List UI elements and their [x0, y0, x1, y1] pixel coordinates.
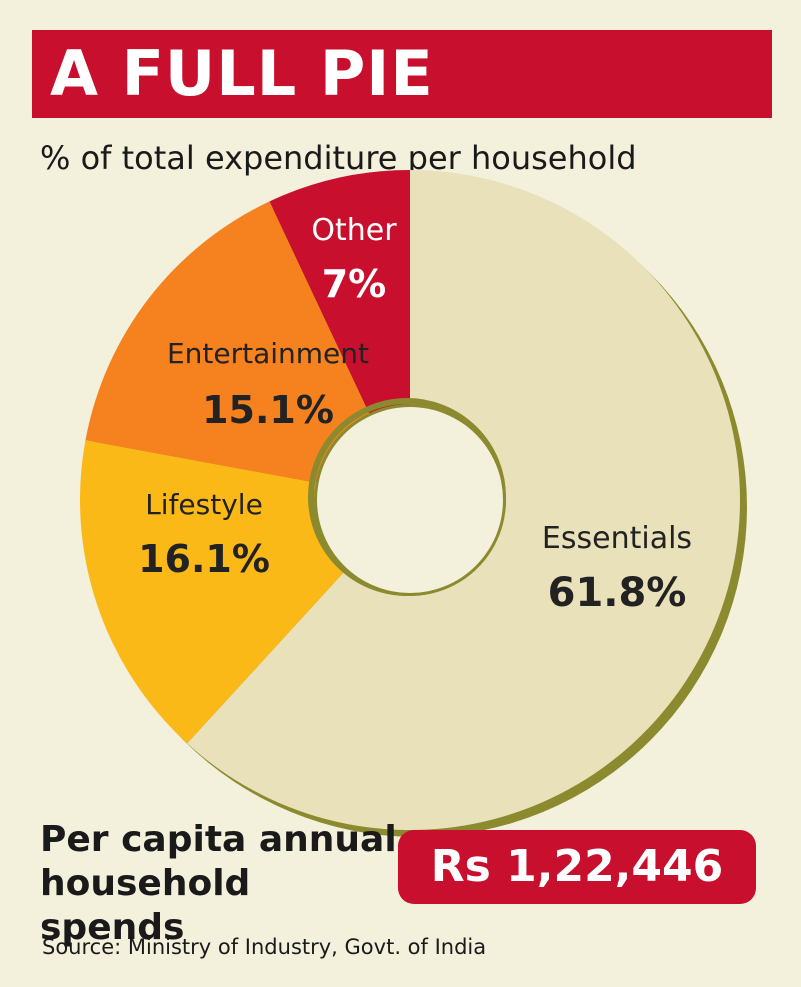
slice-value-other: 7%	[322, 262, 387, 306]
slice-essentials	[187, 170, 741, 830]
slice-label-other: Other	[311, 213, 397, 248]
donut-hole-edge	[308, 398, 506, 596]
per-capita-value-box: Rs 1,22,446	[398, 830, 756, 904]
slice-label-essentials: Essentials	[542, 521, 692, 556]
title-banner: A FULL PIE	[32, 30, 772, 118]
source-note: Source: Ministry of Industry, Govt. of I…	[42, 935, 487, 959]
slice-label-entertainment: Entertainment	[167, 337, 369, 370]
slice-value-lifestyle: 16.1%	[138, 537, 270, 581]
chart-title: A FULL PIE	[50, 37, 434, 110]
per-capita-value: Rs 1,22,446	[430, 841, 724, 892]
donut-hole	[317, 407, 503, 593]
slice-label-lifestyle: Lifestyle	[145, 488, 263, 521]
per-capita-label: Per capita annual household spends	[40, 819, 397, 948]
slice-value-essentials: 61.8%	[548, 570, 687, 616]
slice-lifestyle	[79, 440, 346, 744]
slice-value-entertainment: 15.1%	[202, 388, 334, 432]
slice-entertainment	[85, 201, 370, 483]
slice-other	[269, 170, 410, 414]
chart-subtitle: % of total expenditure per household	[40, 139, 637, 177]
